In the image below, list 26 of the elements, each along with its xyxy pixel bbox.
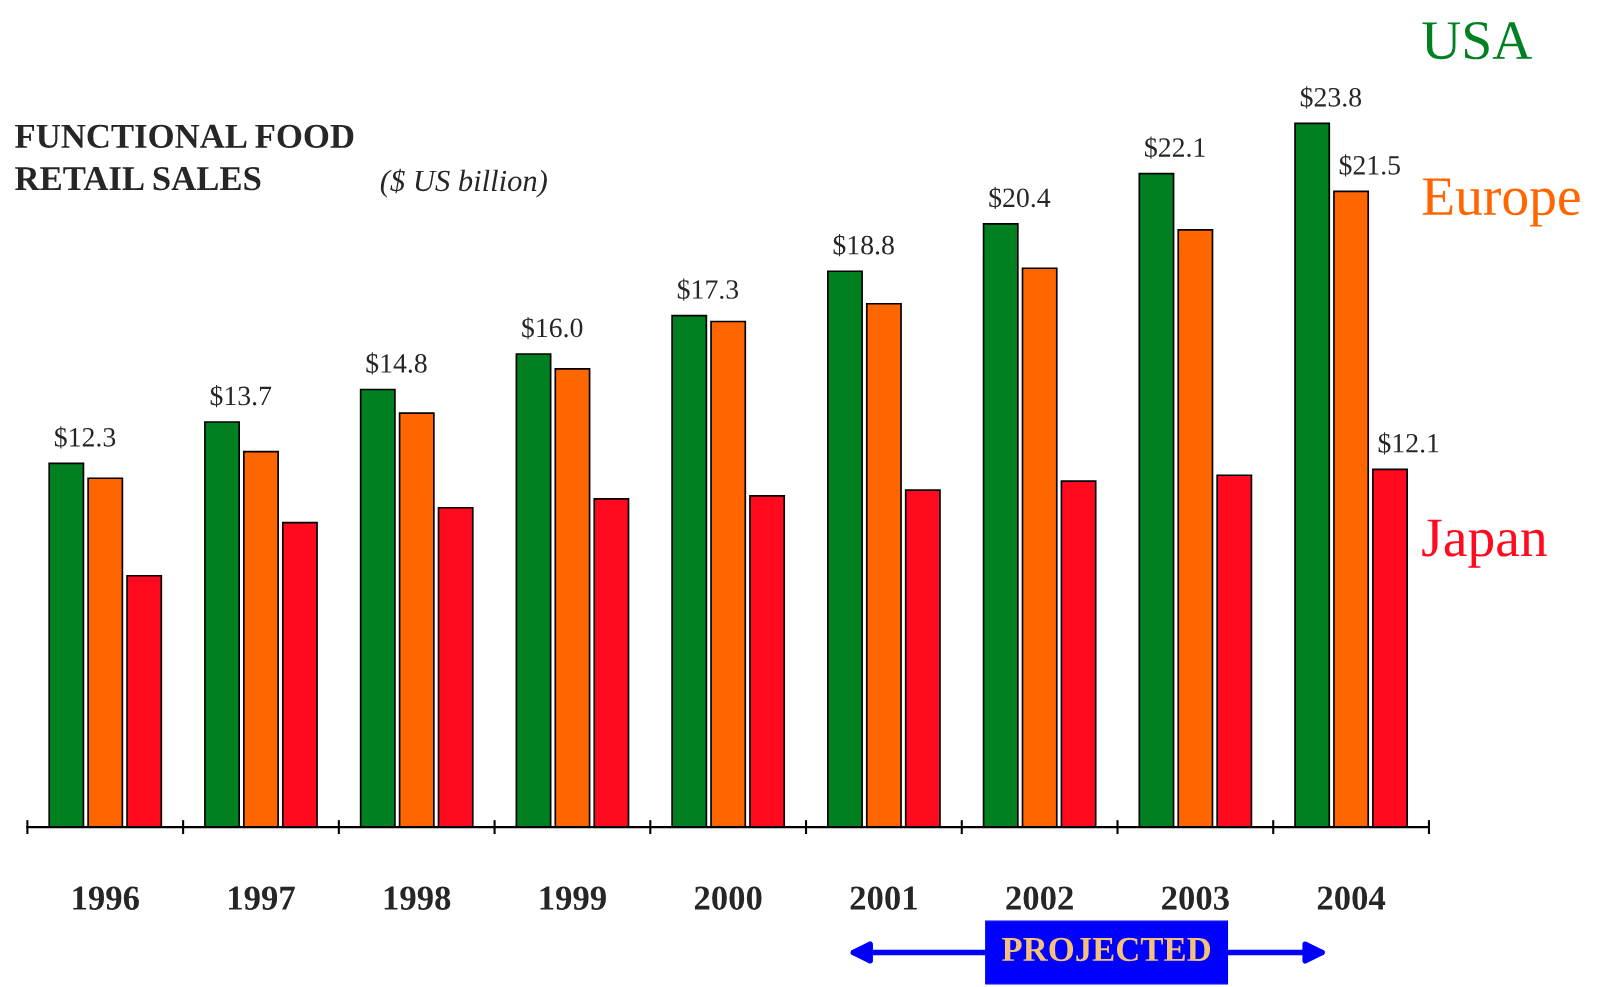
data-label: $20.4 [989, 186, 1051, 210]
data-label: $22.1 [1145, 136, 1205, 159]
series-label: Japan [1422, 519, 1547, 568]
data-label: $23.8 [1300, 86, 1362, 109]
x-tick-label: 2003 [1162, 886, 1229, 910]
data-label: $12.1 [1378, 432, 1439, 455]
x-tick-label: 1997 [229, 886, 295, 910]
text: USA [1422, 22, 1532, 60]
data-label: $14.8 [366, 352, 427, 375]
data-label: $18.8 [833, 234, 894, 257]
x-tick-label: 2001 [850, 886, 917, 910]
x-tick-label: 1996 [73, 886, 139, 910]
x-tick-label: 1998 [384, 886, 451, 910]
data-label: $13.7 [210, 384, 272, 408]
x-tick-label: 1999 [540, 886, 606, 910]
x-tick-label: 2002 [1006, 886, 1073, 910]
series-label: Europe [1422, 178, 1580, 227]
text: PROJECTED [1002, 937, 1211, 962]
x-tick-label: 2004 [1317, 886, 1386, 910]
data-label: $17.3 [677, 278, 739, 301]
chart-title: FUNCTIONAL FOOD RETAIL SALES [15, 124, 354, 191]
x-tick-label: 2000 [694, 886, 762, 910]
data-label: $16.0 [522, 316, 583, 340]
data-label: $21.5 [1339, 154, 1400, 177]
data-label: $12.3 [54, 426, 116, 449]
text: ($ US billion) [380, 168, 547, 198]
